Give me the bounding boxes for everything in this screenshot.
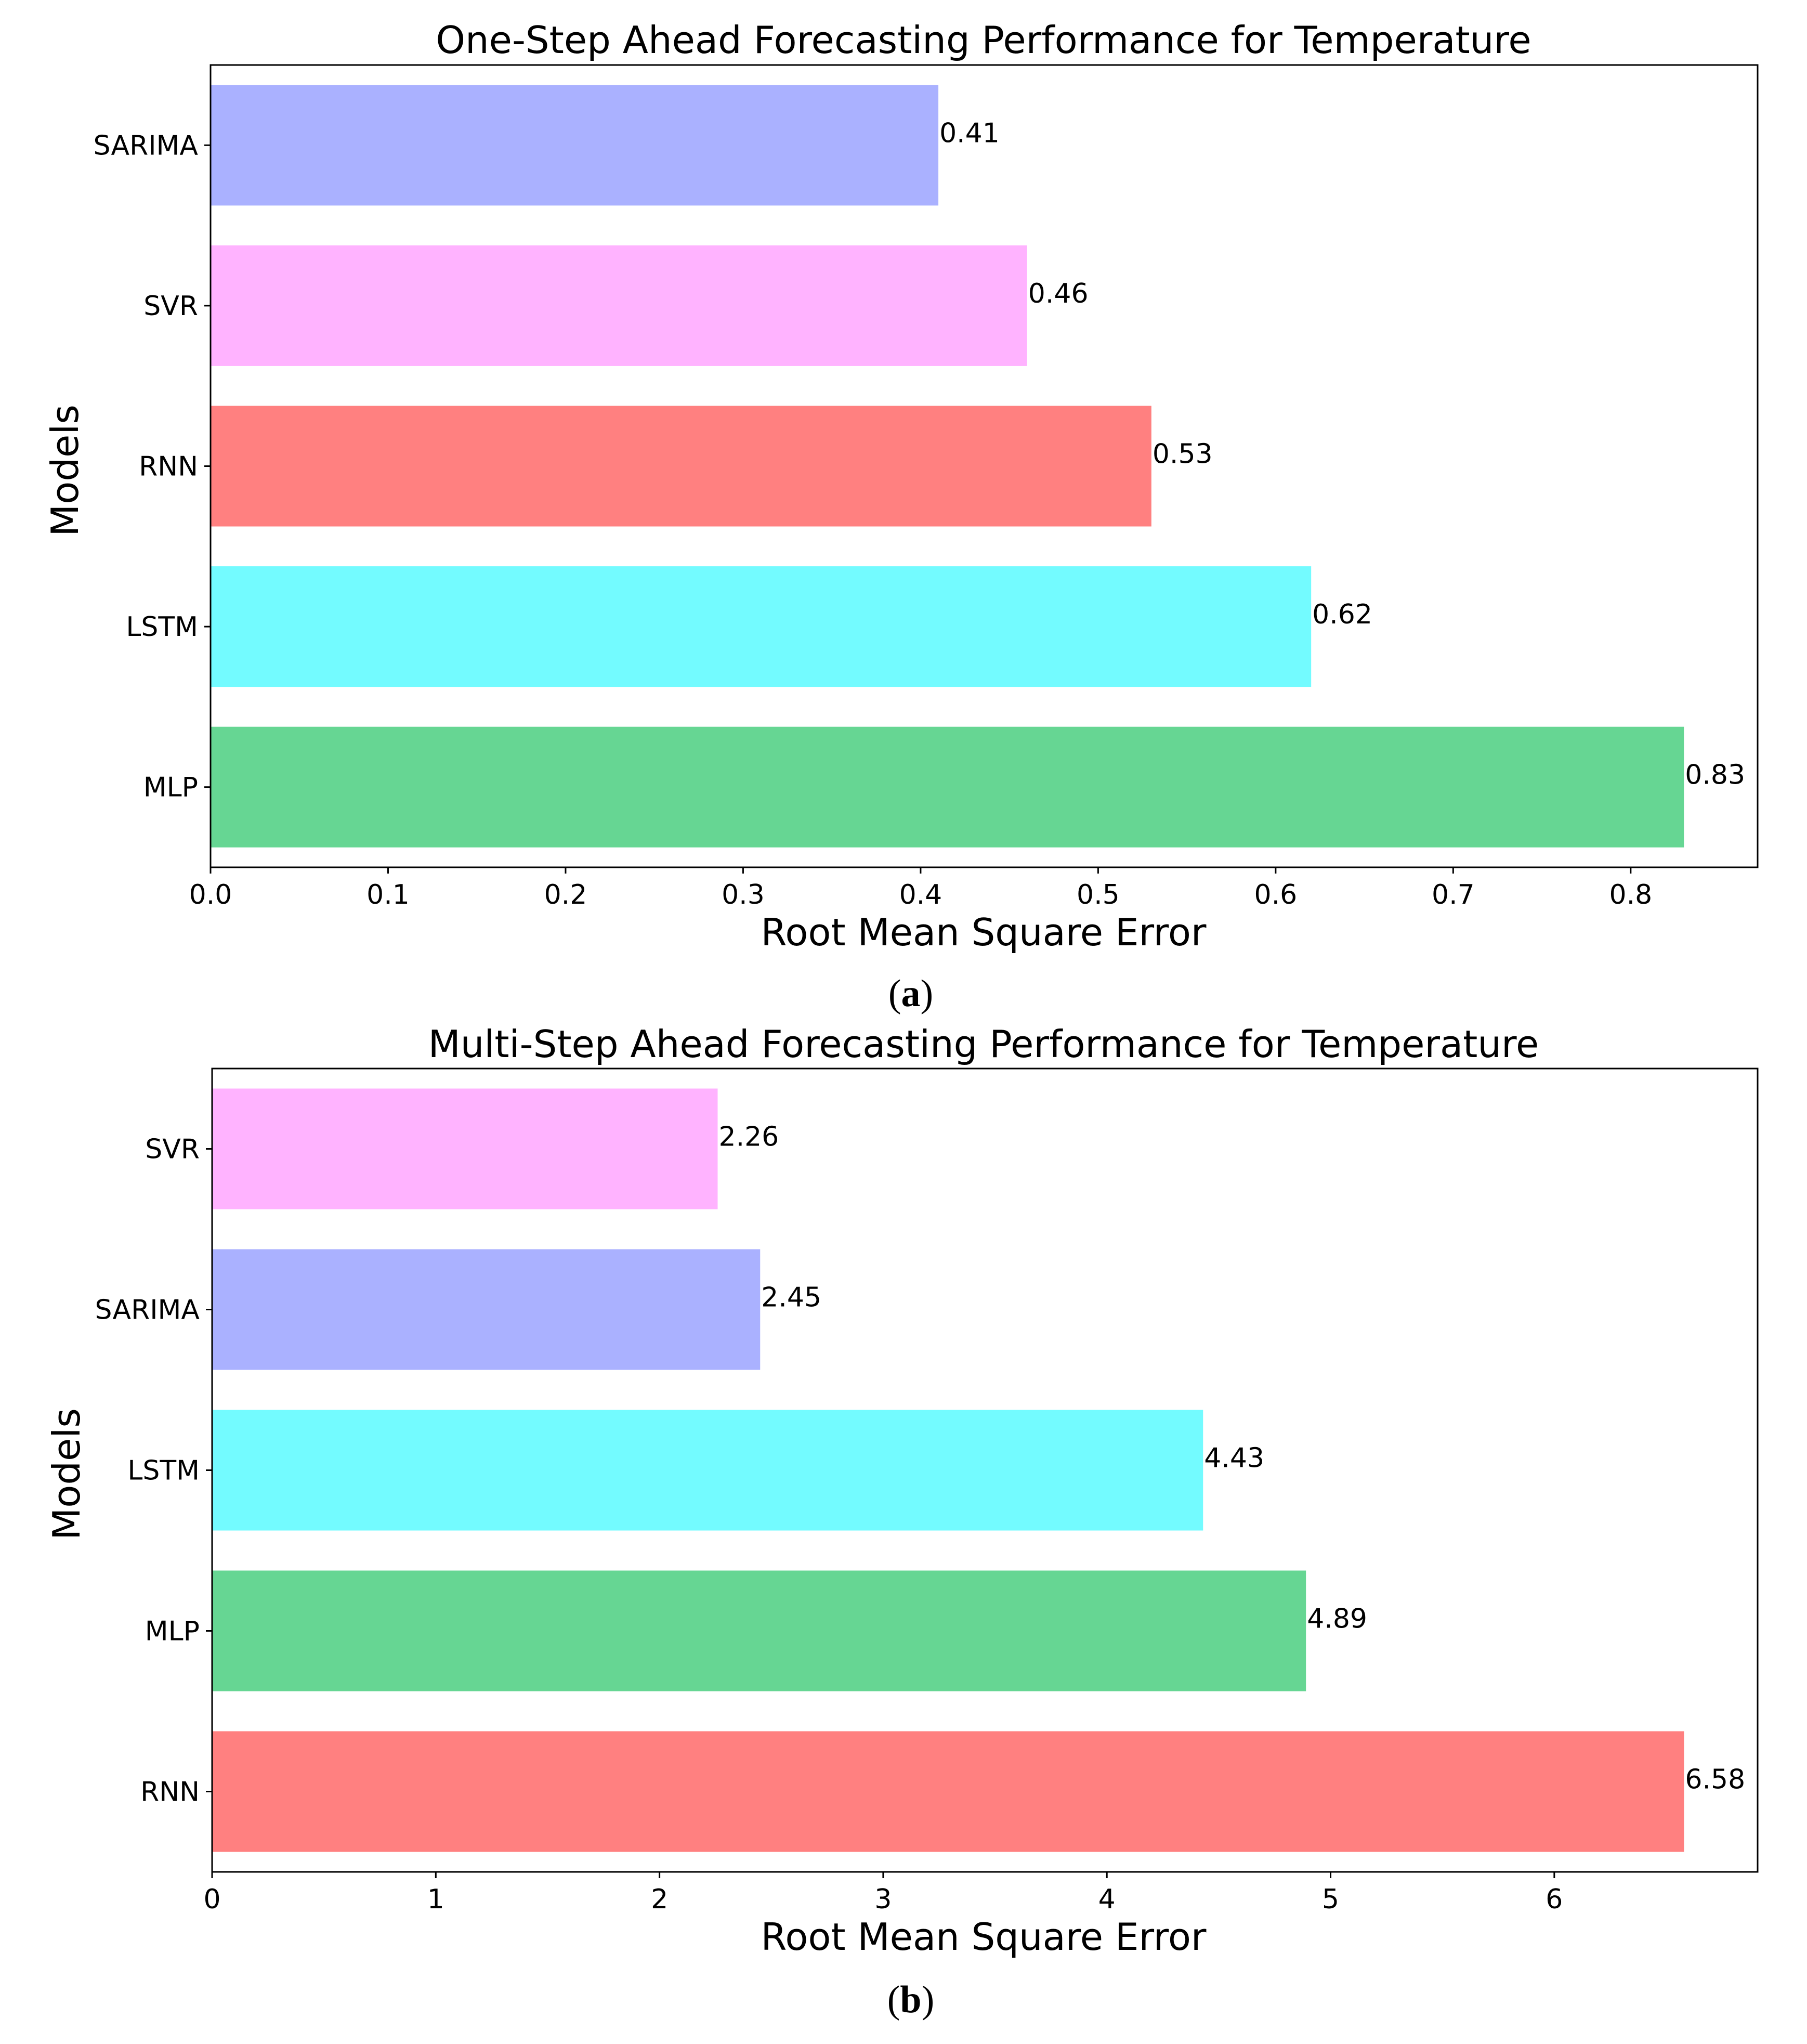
caption-open: ( [887, 1978, 900, 2021]
chart-title: One-Step Ahead Forecasting Performance f… [436, 18, 1531, 62]
x-tick-label: 0.1 [366, 879, 410, 910]
caption-open: ( [888, 972, 901, 1015]
y-axis-ticks: SARIMA SVR RNN LSTM MLP [94, 130, 211, 803]
x-tick-label: 0.5 [1077, 879, 1120, 910]
bar-rnn [211, 406, 1151, 527]
chart-panel-b: Multi-Step Ahead Forecasting Performance… [45, 1022, 1759, 2021]
caption-a: (a) [888, 972, 933, 1015]
bar-lstm [211, 566, 1312, 687]
x-axis-ticks: 0.0 0.1 0.2 0.3 0.4 0.5 0.6 0.7 0.8 [189, 867, 1652, 910]
y-tick-label-sarima: SARIMA [95, 1295, 200, 1326]
x-axis-label: Root Mean Square Error [761, 910, 1207, 954]
caption-letter: a [901, 972, 921, 1015]
y-axis-label: Models [43, 405, 87, 537]
y-tick-label-sarima: SARIMA [94, 130, 199, 161]
y-tick-label-mlp: MLP [145, 1616, 200, 1647]
x-tick-label: 0.2 [544, 879, 587, 910]
y-tick-label-lstm: LSTM [126, 611, 198, 643]
caption-letter: b [900, 1978, 921, 2021]
y-tick-label-lstm: LSTM [127, 1455, 200, 1487]
y-tick-label-rnn: RNN [139, 451, 198, 483]
caption-close: ) [922, 1978, 935, 2021]
x-tick-label: 0.0 [189, 879, 232, 910]
bar-group: 0.41 0.46 0.53 0.62 0.83 [211, 85, 1745, 848]
data-label-svr: 0.46 [1028, 278, 1089, 309]
y-axis-ticks: SVR SARIMA LSTM MLP RNN [95, 1134, 212, 1808]
x-tick-label: 0.3 [722, 879, 765, 910]
bar-rnn [212, 1731, 1684, 1852]
y-axis-label: Models [45, 1408, 88, 1540]
bar-svr [211, 245, 1027, 366]
x-axis-label: Root Mean Square Error [761, 1915, 1207, 1959]
y-tick-label-svr: SVR [143, 291, 198, 322]
data-label-mlp: 0.83 [1685, 760, 1745, 791]
y-tick-label-rnn: RNN [140, 1777, 200, 1808]
x-tick-label: 0.7 [1432, 879, 1475, 910]
bar-mlp [211, 726, 1684, 848]
x-tick-label: 2 [651, 1884, 668, 1915]
data-label-rnn: 6.58 [1685, 1764, 1745, 1795]
x-tick-label: 5 [1322, 1884, 1339, 1915]
x-tick-label: 0 [203, 1884, 220, 1915]
data-label-sarima: 0.41 [939, 118, 1000, 149]
x-tick-label: 0.6 [1254, 879, 1298, 910]
data-label-svr: 2.26 [718, 1122, 779, 1153]
chart-panel-a: One-Step Ahead Forecasting Performance f… [43, 18, 1759, 1015]
bar-svr [212, 1088, 718, 1209]
x-tick-label: 0.8 [1609, 879, 1652, 910]
y-tick-label-svr: SVR [145, 1134, 200, 1165]
data-label-lstm: 0.62 [1312, 599, 1372, 630]
x-tick-label: 6 [1546, 1884, 1563, 1915]
data-label-rnn: 0.53 [1153, 439, 1213, 470]
data-label-mlp: 4.89 [1307, 1604, 1367, 1635]
x-tick-label: 4 [1098, 1884, 1116, 1915]
data-label-lstm: 4.43 [1204, 1443, 1264, 1474]
x-tick-label: 1 [427, 1884, 444, 1915]
caption-b: (b) [887, 1978, 934, 2021]
bar-mlp [212, 1570, 1306, 1691]
chart-title: Multi-Step Ahead Forecasting Performance… [428, 1022, 1539, 1066]
caption-close: ) [921, 972, 934, 1015]
x-axis-ticks: 0 1 2 3 4 5 6 [203, 1872, 1563, 1915]
bar-sarima [212, 1249, 761, 1370]
x-tick-label: 0.4 [899, 879, 942, 910]
y-tick-label-mlp: MLP [143, 772, 198, 803]
bar-lstm [212, 1410, 1203, 1531]
data-label-sarima: 2.45 [761, 1282, 821, 1313]
x-tick-label: 3 [874, 1884, 892, 1915]
bar-group: 2.26 2.45 4.43 4.89 6.58 [212, 1088, 1745, 1852]
bar-sarima [211, 85, 939, 206]
